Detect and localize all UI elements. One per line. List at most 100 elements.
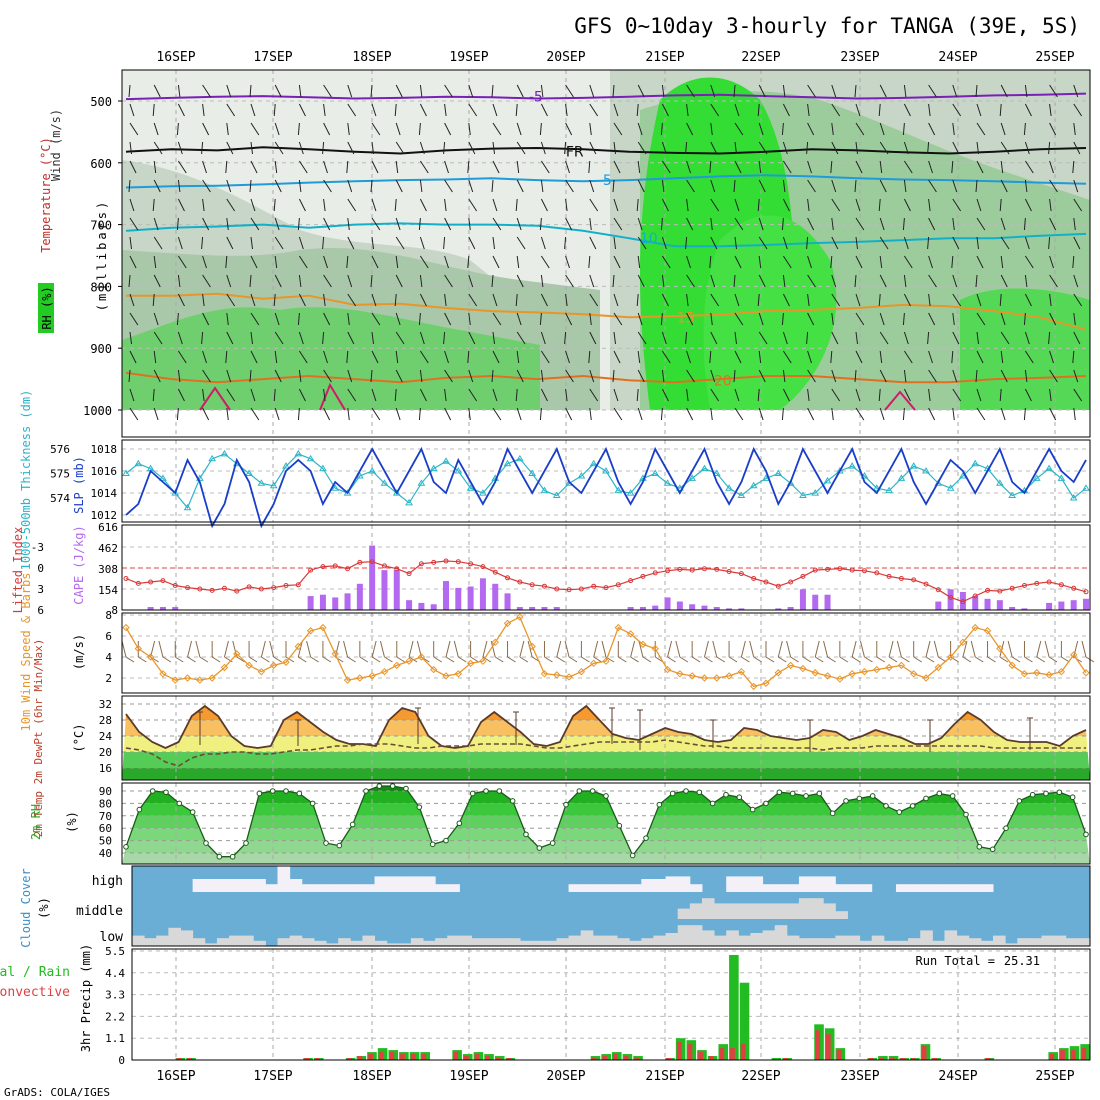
wind-barb bbox=[443, 236, 446, 250]
wind-barb bbox=[1073, 388, 1083, 402]
precip-convective-bar bbox=[708, 1056, 714, 1060]
wind-barb bbox=[855, 198, 861, 212]
wind-barb bbox=[129, 122, 139, 136]
wind-barb bbox=[516, 274, 524, 288]
wind-barb bbox=[129, 160, 137, 174]
wind-barb bbox=[782, 274, 786, 288]
lifted-index-point bbox=[985, 587, 991, 593]
wind-barb bbox=[298, 160, 308, 174]
cloud-low-bar bbox=[459, 935, 473, 946]
wind-barb bbox=[903, 331, 909, 345]
lifted-index-point bbox=[714, 566, 720, 572]
wind-barb bbox=[782, 236, 788, 250]
wind-barb bbox=[515, 198, 518, 212]
wind-barb bbox=[589, 369, 595, 383]
wind-barb bbox=[1049, 369, 1058, 383]
cloud-middle-bar bbox=[689, 903, 703, 919]
cloud-level-low: low bbox=[100, 930, 124, 945]
wind-barb-flag bbox=[851, 656, 861, 663]
wind-barb bbox=[468, 179, 474, 193]
wind-speed-point bbox=[1008, 661, 1016, 670]
wind-barb bbox=[273, 103, 276, 117]
precip-convective-bar bbox=[485, 1056, 491, 1060]
lifted-index-point bbox=[271, 585, 277, 591]
lifted-index-point bbox=[332, 563, 338, 569]
cloud-low-bar bbox=[629, 940, 642, 946]
wind-barb-10m bbox=[343, 640, 349, 658]
wind-barb bbox=[226, 179, 232, 193]
wind-barb bbox=[903, 179, 907, 193]
wind-barb bbox=[758, 179, 766, 193]
wind-barb bbox=[347, 141, 355, 155]
x-label-top: 20SEP bbox=[546, 50, 585, 65]
cloud-high-bar bbox=[435, 884, 448, 892]
wind-barb bbox=[781, 217, 784, 231]
wind-barb bbox=[419, 198, 427, 212]
cloud-high-bar bbox=[689, 884, 703, 892]
wind-barb bbox=[468, 198, 478, 212]
cloud-low-bar bbox=[944, 930, 958, 946]
cloud-high-bar bbox=[301, 884, 315, 892]
li-axis-label: Lifted Index bbox=[11, 527, 25, 614]
wind-barb bbox=[710, 217, 713, 231]
wind-barb-10m bbox=[814, 640, 820, 658]
thickness-point bbox=[405, 498, 413, 506]
wind-speed-point bbox=[380, 667, 389, 676]
wind-barb bbox=[177, 388, 185, 402]
cloud-high-bar bbox=[823, 876, 836, 892]
precip-tick: 3.3 bbox=[105, 989, 125, 1002]
thickness-point bbox=[1008, 491, 1017, 499]
cloud-low-bar bbox=[738, 935, 751, 946]
wind-barb bbox=[202, 198, 205, 212]
rh-frame bbox=[121, 782, 1091, 865]
x-label-bottom: 18SEP bbox=[352, 1069, 391, 1084]
thickness-point bbox=[786, 479, 795, 486]
wind-barb bbox=[153, 331, 163, 345]
wind-barb bbox=[274, 179, 282, 193]
wind-barb-flag bbox=[482, 656, 492, 663]
wind-barb bbox=[855, 312, 865, 326]
wind-barb bbox=[492, 407, 502, 421]
wind-speed-point bbox=[368, 672, 376, 680]
wind-barb bbox=[565, 122, 573, 136]
wind-barb bbox=[298, 350, 308, 364]
wind-barb bbox=[879, 407, 885, 421]
cloud-middle-bar bbox=[714, 903, 727, 919]
wind-barb-10m bbox=[1036, 640, 1042, 658]
wind-barb bbox=[274, 122, 280, 136]
lifted-index-point bbox=[431, 559, 437, 565]
wind-speed-point bbox=[577, 667, 586, 676]
wind-barb bbox=[782, 179, 786, 193]
cape-bar bbox=[159, 606, 166, 610]
wind-barb bbox=[225, 350, 228, 364]
wind-barb bbox=[371, 122, 381, 136]
wind-speed-point bbox=[897, 661, 906, 670]
cloud-low-bar bbox=[641, 938, 654, 946]
lifted-index-point bbox=[763, 579, 769, 585]
wind-barb bbox=[202, 369, 211, 383]
cloud-level-high: high bbox=[92, 874, 123, 889]
wind-barb bbox=[347, 236, 355, 250]
wind-speed-point bbox=[971, 623, 979, 632]
wind-speed-point bbox=[220, 663, 229, 672]
wind-barb bbox=[346, 160, 349, 174]
wind-barb bbox=[807, 84, 816, 98]
wind-barb bbox=[516, 217, 522, 231]
rh2m-point bbox=[923, 795, 929, 802]
wind-barb bbox=[177, 198, 185, 212]
cloud-low-bar bbox=[932, 940, 945, 946]
wind-barb-flag bbox=[310, 656, 319, 663]
wind-barb bbox=[250, 160, 258, 174]
cloud-high-bar bbox=[592, 884, 606, 892]
wind-barb bbox=[298, 198, 306, 212]
wind-barb bbox=[758, 84, 766, 98]
wind-barb bbox=[952, 217, 955, 231]
wind-barb bbox=[1024, 369, 1028, 383]
wind-barb bbox=[613, 293, 619, 307]
precip-convective-bar bbox=[836, 1050, 842, 1060]
wind-barb bbox=[468, 84, 474, 98]
wind-barb bbox=[855, 217, 865, 231]
x-label-bottom: 17SEP bbox=[253, 1069, 292, 1084]
cloud-low-bar bbox=[1029, 938, 1042, 946]
